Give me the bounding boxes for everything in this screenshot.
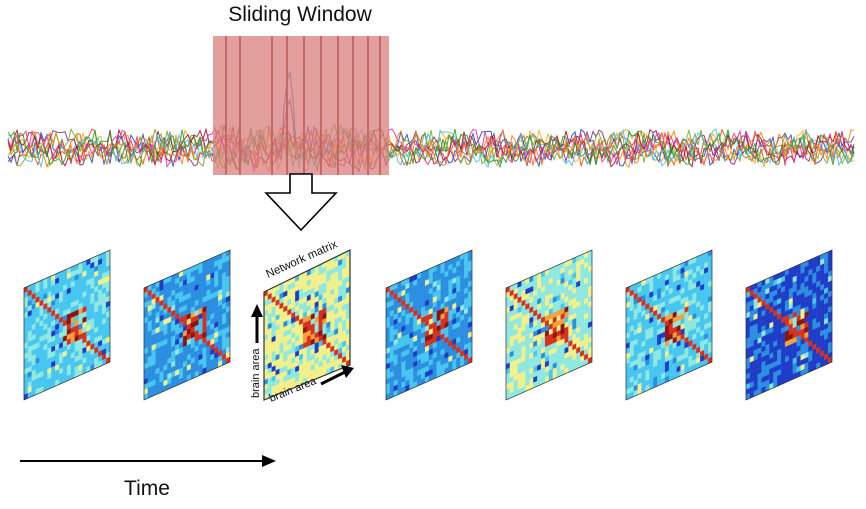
network-matrix bbox=[505, 249, 593, 401]
sliding-window-box bbox=[213, 36, 389, 175]
network-matrix bbox=[745, 249, 833, 401]
matrix-border bbox=[263, 249, 351, 401]
network-matrix bbox=[625, 249, 713, 401]
matrix-border bbox=[505, 249, 593, 401]
time-series-traces bbox=[7, 71, 855, 174]
time-series-trace bbox=[7, 123, 855, 167]
time-series-trace bbox=[7, 124, 855, 174]
network-matrices-row bbox=[23, 249, 833, 401]
sliding-window-title: Sliding Window bbox=[228, 3, 372, 26]
matrix-border bbox=[385, 249, 473, 401]
brain-area-y-label: brain area bbox=[250, 348, 262, 398]
network-matrix bbox=[23, 249, 111, 401]
time-series-trace bbox=[7, 126, 855, 173]
time-series-trace bbox=[7, 125, 855, 170]
sliding-window-rect bbox=[213, 36, 389, 175]
brain-area-y-arrow-icon bbox=[251, 304, 263, 343]
matrix-border bbox=[23, 249, 111, 401]
time-series-trace bbox=[7, 128, 855, 172]
down-arrow-icon bbox=[264, 173, 338, 232]
network-matrix bbox=[385, 249, 473, 401]
time-axis-label: Time bbox=[124, 477, 170, 500]
network-matrix bbox=[143, 249, 231, 401]
time-arrow-icon bbox=[20, 455, 276, 467]
network-matrix-highlighted bbox=[263, 249, 351, 401]
matrix-border bbox=[143, 249, 231, 401]
